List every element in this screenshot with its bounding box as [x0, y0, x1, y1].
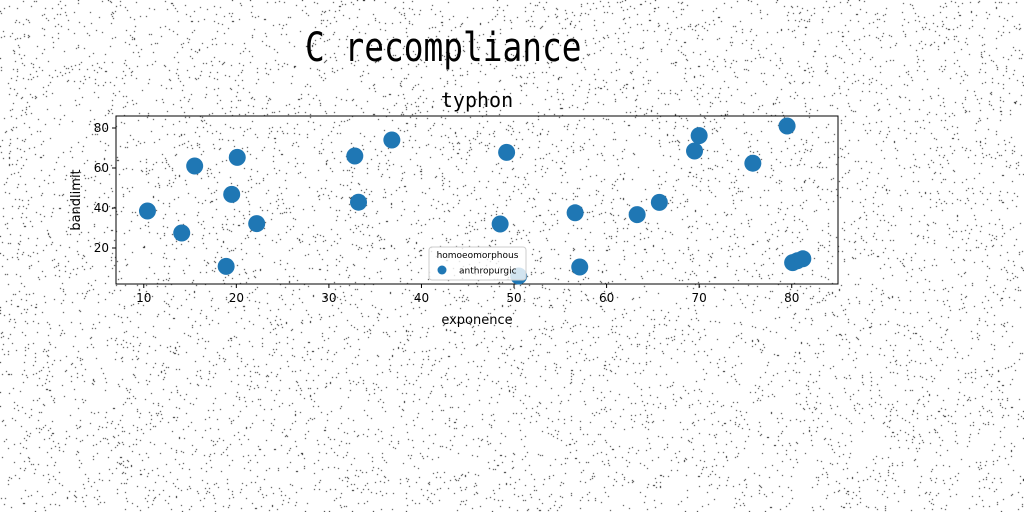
data-point — [350, 193, 368, 211]
data-point — [778, 117, 796, 135]
data-point — [628, 206, 646, 224]
y-tick-label: 20 — [94, 241, 109, 255]
x-tick-label: 70 — [692, 291, 707, 305]
data-point — [566, 204, 584, 222]
x-tick-label: 60 — [599, 291, 614, 305]
data-point — [346, 147, 364, 165]
data-point — [498, 143, 516, 161]
x-tick-label: 10 — [136, 291, 151, 305]
data-point — [217, 257, 235, 275]
data-point — [686, 142, 704, 160]
x-axis-label: exponence — [441, 313, 512, 328]
data-point — [186, 157, 204, 175]
x-tick-label: 80 — [784, 291, 799, 305]
data-point — [690, 127, 708, 145]
legend-marker — [437, 265, 447, 275]
plot-frame — [115, 115, 839, 285]
y-tick-label: 40 — [94, 201, 109, 215]
data-point — [223, 185, 241, 203]
legend-frame — [428, 246, 527, 281]
data-point — [794, 250, 812, 268]
data-point — [138, 202, 156, 220]
x-tick-label: 20 — [229, 291, 244, 305]
data-point — [491, 215, 509, 233]
page-title: C recompliance — [305, 25, 582, 71]
data-point — [650, 193, 668, 211]
data-point — [248, 215, 266, 233]
legend: homoeomorphous anthropurgic — [428, 246, 527, 281]
y-tick-label: 80 — [94, 121, 109, 135]
data-point — [173, 224, 191, 242]
data-point — [383, 131, 401, 149]
plot-area: 10 20 30 40 50 60 70 80 20 40 60 80 — [94, 115, 839, 305]
chart-title: typhon — [441, 88, 513, 112]
y-tick-label: 60 — [94, 161, 109, 175]
legend-title: homoeomorphous — [437, 251, 519, 261]
x-tick-label: 50 — [506, 291, 521, 305]
data-point — [228, 148, 246, 166]
x-tick-label: 30 — [321, 291, 336, 305]
legend-entry: anthropurgic — [459, 267, 517, 277]
x-tick-label: 40 — [414, 291, 429, 305]
y-axis-label: bandlimit — [69, 169, 84, 230]
data-point — [571, 258, 589, 276]
data-point — [744, 154, 762, 172]
